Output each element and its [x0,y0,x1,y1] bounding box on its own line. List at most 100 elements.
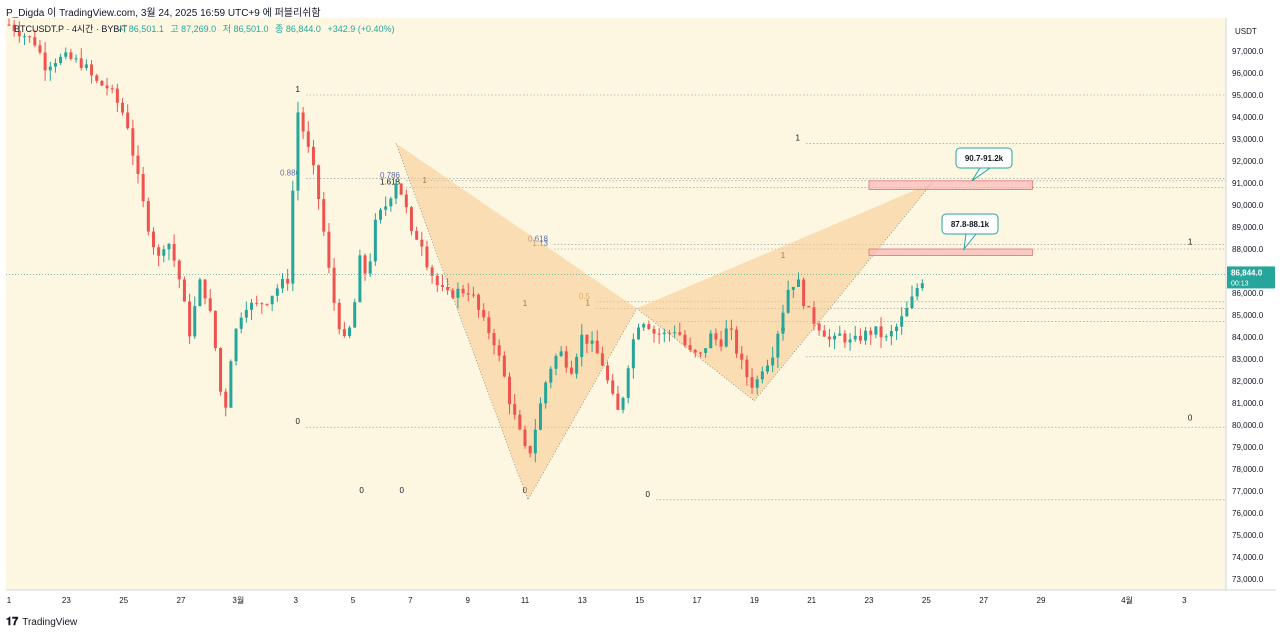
candle-body [224,391,228,408]
price-tick-label: 73,000.0 [1232,575,1264,584]
candle [693,348,697,358]
price-chart[interactable]: 10.7860.6180.5010.8861.6181.131000011101… [6,18,1276,608]
fib-label: 0.786 [380,171,401,180]
candle [760,366,764,384]
candle [306,121,310,153]
time-tick-label: 25 [119,596,128,605]
time-tick-label: 23 [62,596,71,605]
candle [766,359,770,375]
time-tick-label: 19 [750,596,759,605]
candle [611,373,615,396]
candle [900,307,904,335]
candle [678,322,682,336]
candle-body [177,260,181,280]
price-tick-label: 74,000.0 [1232,553,1264,562]
candle [812,301,816,331]
candle [580,324,584,367]
candle [291,180,295,291]
candle [224,388,228,417]
target-zone [868,248,1033,256]
candle [538,397,542,431]
candle-body [110,88,114,90]
price-axis[interactable]: USDT 73,000.0 74,000.0 75,000.0 76,000.0 77,0… [6,18,1276,590]
candle-body [569,367,573,374]
candle-body [363,255,367,274]
chart-svg[interactable]: 10.7860.6180.5010.8861.6181.131000011101… [6,18,1276,608]
candle [409,206,413,236]
candle [146,197,150,236]
candle [456,282,460,309]
candle-body [869,330,873,335]
candle-body [637,327,641,340]
candle [353,298,357,328]
candle-body [379,209,383,220]
price-tick-label: 83,000.0 [1232,355,1264,364]
candle-body [69,52,73,59]
candle-body [244,309,248,318]
candle [616,385,620,410]
time-axis-background [6,590,1276,608]
candle-body [833,335,837,340]
candle-body [213,310,217,349]
candle-body [296,112,300,191]
candle [105,78,109,96]
candle-body [317,165,321,200]
candle-body [404,194,408,208]
candle-body [889,331,893,337]
currency-label: USDT [1235,27,1257,36]
candle [513,393,517,420]
price-tick-label: 94,000.0 [1232,113,1264,122]
candle [162,245,166,263]
candle-body [28,36,32,38]
candle [389,196,393,212]
time-axis[interactable]: 1 23 25 27 3월 3 5 7 9 11 13 15 17 19 21 23 25 27 29 4월 3 [6,589,1276,608]
target-zones: 90.7-91.2k 87.8-88.1k [868,147,1033,256]
candle-body [647,324,651,329]
candle-body [662,332,666,335]
candle [255,295,259,307]
fib-label: 1 [796,133,801,142]
price-tick-label: 97,000.0 [1232,47,1264,56]
candle-body [17,30,21,37]
time-tick-label: 3 [293,596,298,605]
price-tick-label: 82,000.0 [1232,377,1264,386]
candle [848,333,852,351]
candle [203,279,207,305]
candle-body [559,351,563,357]
candle [884,334,888,342]
candle-body [502,355,506,377]
change-value: +342.9 (+0.40%) [327,24,394,34]
candle [12,19,16,37]
candle [662,328,666,343]
fib-label: 0.618 [528,235,549,244]
candle-body [162,249,166,256]
time-tick-label: 27 [177,596,186,605]
candle-body [564,351,568,368]
candle [188,293,192,345]
candle [755,375,759,395]
candle [523,425,527,449]
candle [833,332,837,350]
time-tick-label: 25 [922,596,931,605]
candle-body [291,190,295,284]
candle [600,346,604,367]
candle-body [255,302,259,304]
candle-body [776,333,780,358]
last-price-value: 86,844.0 [1231,268,1263,277]
candle [869,327,873,345]
candle [43,42,47,82]
candle [533,419,537,463]
candle [549,366,553,389]
price-tick-label: 81,000.0 [1232,399,1264,408]
fib-label: 0 [296,417,301,426]
candle [719,330,723,352]
candle [368,253,372,277]
candle [110,84,114,94]
price-tick-label: 90,000.0 [1232,201,1264,210]
candle [802,277,806,310]
candle [879,317,883,349]
candle-body [353,302,357,328]
price-tick-label: 75,000.0 [1232,531,1264,540]
candle [714,328,718,346]
price-tick-label: 89,000.0 [1232,223,1264,232]
